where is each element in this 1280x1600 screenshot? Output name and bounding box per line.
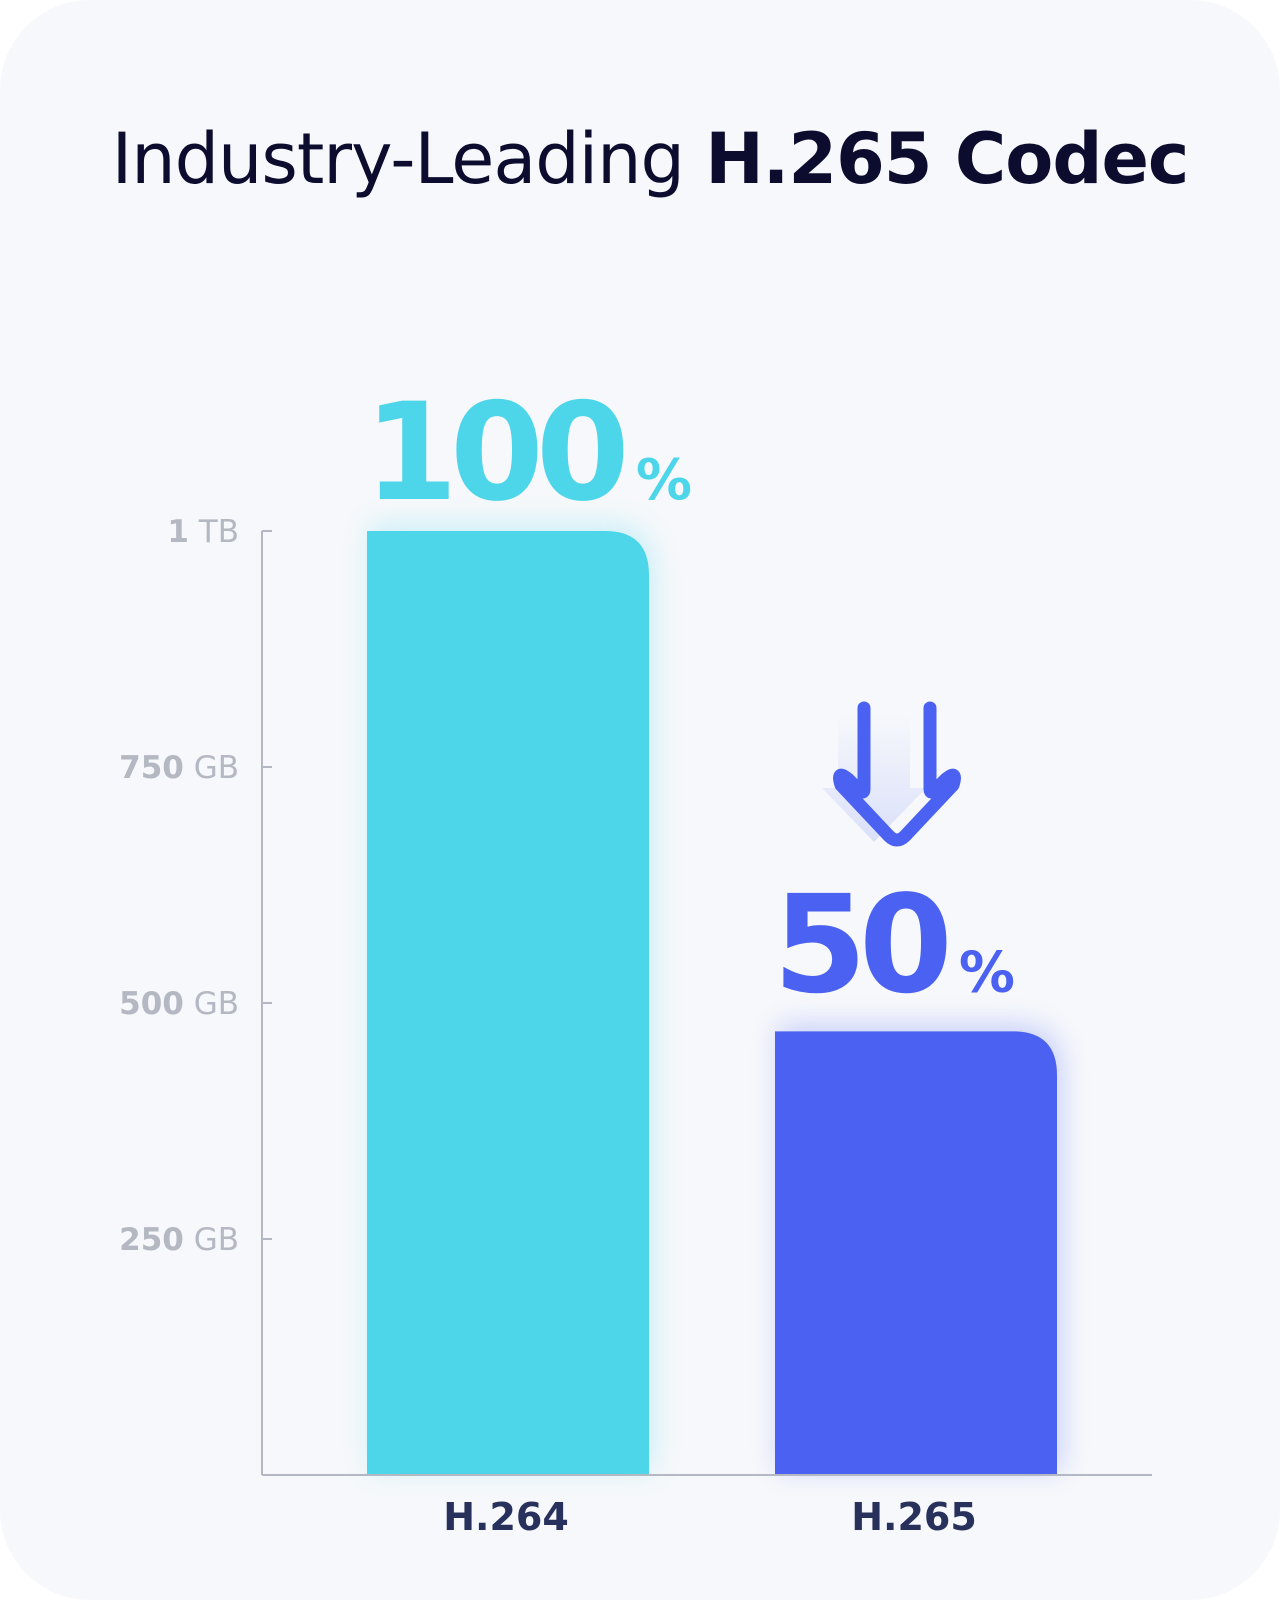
y-tick-label: 250 GB	[119, 1222, 239, 1258]
y-tick-number: 750	[119, 750, 184, 786]
y-tick-unit: TB	[189, 514, 239, 550]
value-label: 50%	[773, 866, 1015, 1023]
value-unit: %	[959, 940, 1015, 1005]
value-labels: 100 %50%	[364, 374, 1015, 1023]
y-tick-unit: GB	[184, 1222, 239, 1258]
value-number: 50	[773, 866, 947, 1023]
down-arrow-icon	[822, 701, 961, 847]
bar-h265	[775, 1031, 1057, 1475]
value-unit: %	[636, 448, 692, 513]
chart-title: Industry-Leading H.265 Codec	[0, 118, 1280, 200]
y-tick-label: 500 GB	[119, 986, 239, 1022]
y-tick-number: 500	[119, 986, 184, 1022]
y-tick-unit: GB	[184, 986, 239, 1022]
bars-group	[367, 531, 1057, 1475]
bar-h264	[367, 531, 649, 1475]
y-tick-label: 750 GB	[119, 750, 239, 786]
y-tick-number: 250	[119, 1222, 184, 1258]
y-tick-label: 1 TB	[167, 514, 239, 550]
value-number: 100	[364, 374, 624, 531]
y-tick-unit: GB	[184, 750, 239, 786]
y-tick-number: 1	[167, 514, 189, 550]
x-axis-labels: H.264 H.265	[443, 1495, 977, 1539]
category-label: H.265	[851, 1495, 977, 1539]
title-prefix: Industry-Leading	[111, 118, 685, 200]
category-label: H.264	[443, 1495, 569, 1539]
value-label: 100%	[364, 374, 692, 531]
title-strong: H.265 Codec	[705, 118, 1189, 200]
